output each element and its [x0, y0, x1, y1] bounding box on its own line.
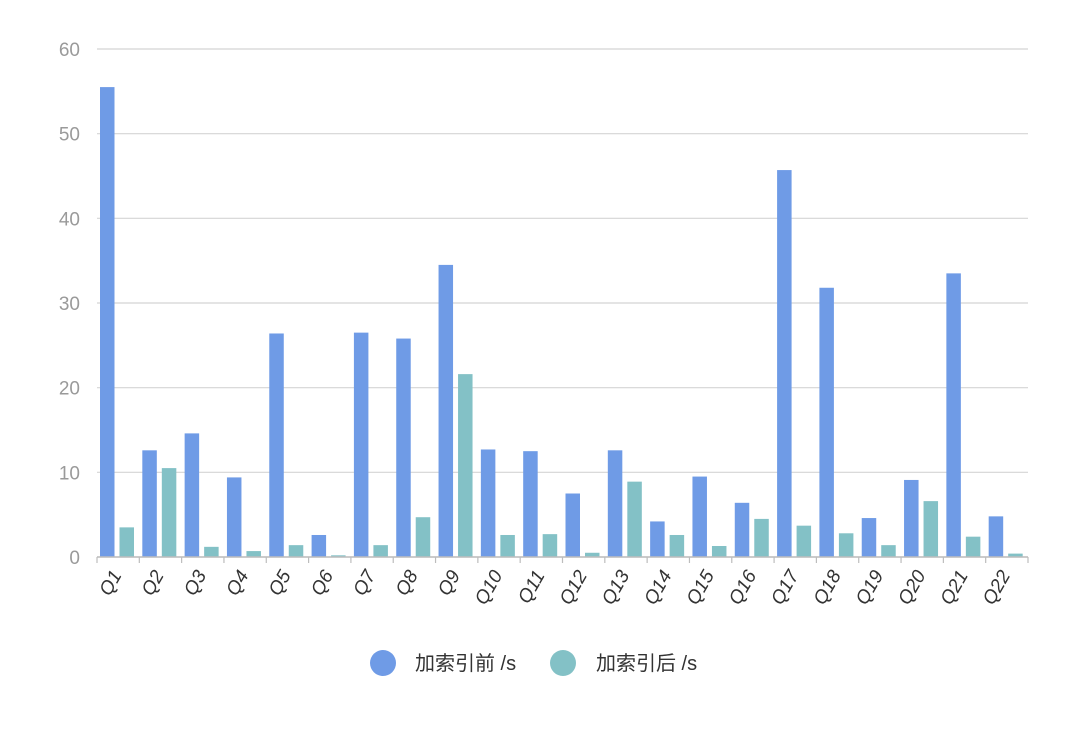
x-tick-label: Q19 — [852, 567, 888, 609]
bar-before-index — [226, 477, 242, 557]
x-tick-label: Q7 — [350, 566, 382, 600]
x-tick-label: Q10 — [471, 567, 507, 609]
bar-after-index — [415, 517, 431, 557]
bar-after-index — [796, 525, 812, 557]
bar-after-index — [838, 533, 854, 557]
bar-before-index — [438, 264, 454, 557]
x-tick-label: Q18 — [810, 567, 846, 609]
y-tick-label: 10 — [59, 463, 80, 484]
y-tick-label: 0 — [69, 548, 80, 569]
bar-before-index — [480, 449, 496, 557]
x-tick-label: Q22 — [979, 567, 1015, 609]
bar-before-index — [946, 273, 961, 557]
bar-before-index — [777, 170, 792, 557]
bar-after-index — [585, 552, 600, 557]
bar-after-index — [754, 518, 769, 557]
bar-before-index — [184, 433, 200, 557]
legend: 加索引前 /s 加索引后 /s — [370, 650, 697, 676]
bar-after-index — [204, 546, 219, 557]
bar-after-index — [923, 501, 939, 557]
bar-before-index — [692, 476, 707, 557]
bar-before-index — [988, 516, 1004, 557]
bars — [100, 87, 1023, 557]
legend-swatch — [370, 650, 396, 676]
y-tick-label: 60 — [59, 40, 80, 61]
x-tick-label: Q16 — [725, 567, 761, 609]
x-tick-label: Q8 — [392, 567, 423, 600]
x-axis: Q1 Q2 Q3 Q4 Q5 Q6 Q7 Q8 Q9 Q10 Q11 Q12 Q13 Q14 Q15 Q16 Q… — [96, 556, 1029, 609]
legend-swatch — [550, 650, 576, 676]
x-tick-label: Q6 — [307, 567, 338, 600]
bar-after-index — [881, 545, 896, 557]
y-tick-label: 20 — [59, 379, 80, 400]
bar-after-index — [246, 551, 261, 557]
bar-before-index — [269, 333, 284, 557]
x-tick-label: Q3 — [180, 567, 211, 600]
x-tick-label: Q15 — [683, 567, 719, 609]
bar-before-index — [142, 450, 157, 557]
bar-before-index — [396, 338, 411, 557]
bar-after-index — [119, 527, 134, 557]
x-tick-label: Q11 — [514, 567, 549, 607]
bar-before-index — [311, 534, 327, 557]
legend-label: 加索引后 /s — [596, 652, 697, 675]
bar-before-index — [565, 493, 580, 557]
y-tick-label: 50 — [59, 125, 80, 146]
bar-after-index — [965, 536, 981, 557]
x-tick-label: Q4 — [223, 567, 254, 599]
x-tick-label: Q13 — [598, 567, 634, 609]
x-tick-label: Q12 — [556, 567, 592, 609]
bar-after-index — [627, 481, 642, 557]
bar-before-index — [861, 518, 877, 557]
bar-before-index — [734, 502, 750, 557]
bar-before-index — [650, 521, 665, 557]
bar-after-index — [542, 534, 558, 557]
bar-before-index — [353, 332, 369, 557]
bar-after-index — [669, 534, 685, 557]
bar-after-index — [500, 534, 515, 557]
y-axis: 0 10 20 30 40 50 60 — [59, 40, 80, 569]
bar-after-index — [458, 374, 473, 557]
y-tick-label: 40 — [59, 209, 80, 230]
x-tick-label: Q9 — [434, 567, 465, 600]
bar-after-index — [161, 468, 177, 557]
x-tick-label: Q17 — [767, 566, 804, 609]
bar-before-index — [100, 87, 115, 557]
bar-after-index — [711, 545, 727, 557]
x-tick-label: Q2 — [138, 567, 169, 600]
bar-before-index — [819, 287, 834, 557]
x-tick-label: Q21 — [937, 567, 973, 609]
x-tick-label: Q1 — [96, 567, 127, 599]
bar-before-index — [607, 450, 623, 557]
legend-label: 加索引前 /s — [415, 652, 516, 675]
bar-before-index — [523, 451, 538, 557]
bar-after-index — [288, 545, 304, 557]
y-tick-label: 30 — [59, 294, 80, 315]
bar-after-index — [331, 555, 346, 557]
bar-after-index — [1008, 553, 1023, 557]
x-tick-label: Q20 — [894, 567, 930, 609]
bar-after-index — [373, 545, 388, 557]
gridlines — [97, 48, 1028, 558]
x-tick-label: Q5 — [265, 567, 296, 600]
x-tick-label: Q14 — [640, 567, 676, 609]
bar-before-index — [904, 479, 919, 557]
